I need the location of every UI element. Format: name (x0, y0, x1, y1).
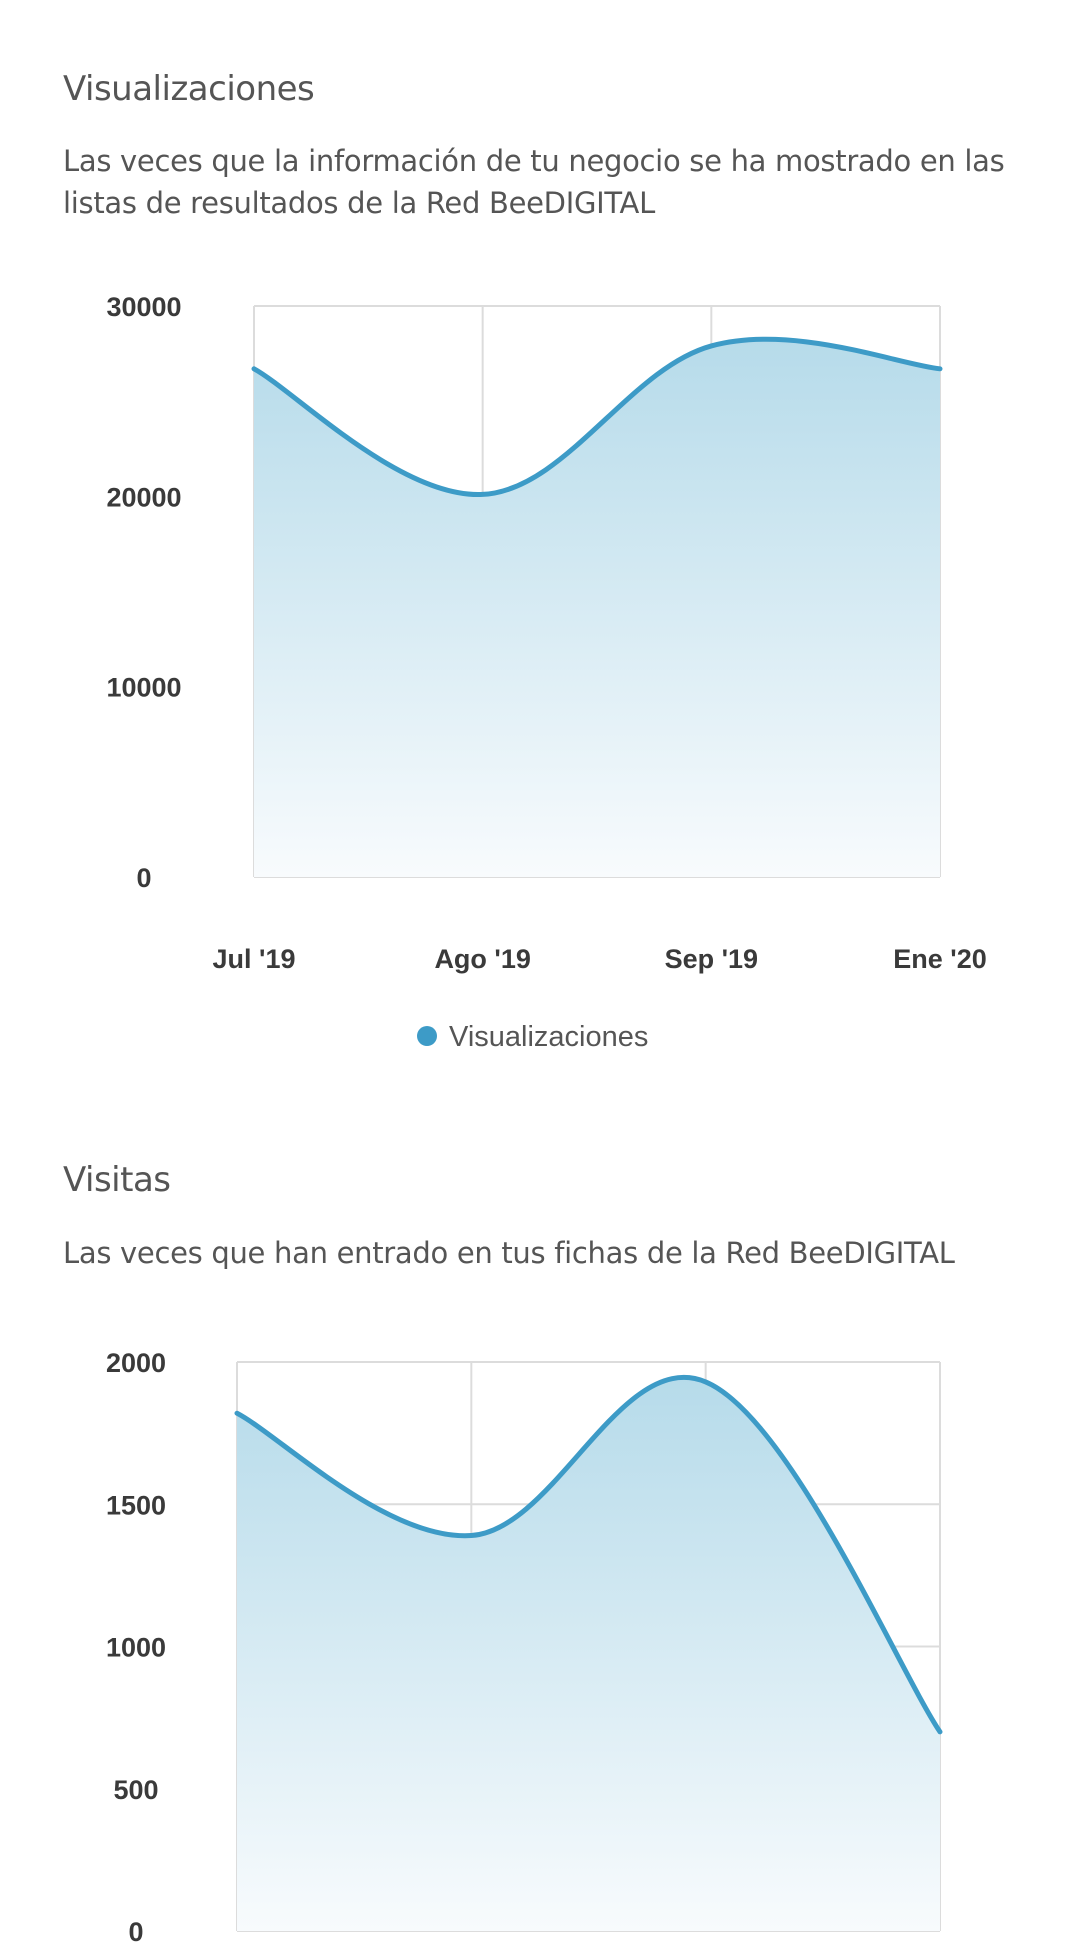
section-description-visualizaciones: Las veces que la información de tu negoc… (63, 140, 1023, 224)
y-tick-label: 1500 (106, 1490, 166, 1520)
x-tick-label: Ene '20 (893, 944, 986, 974)
visitas-chart: 0 500 1000 1500 2000 (0, 1310, 1079, 1950)
y-tick-label: 0 (128, 1917, 143, 1947)
legend-label: Visualizaciones (449, 1021, 648, 1053)
y-tick-label: 500 (113, 1775, 158, 1805)
y-tick-label: 2000 (106, 1348, 166, 1378)
legend: Visualizaciones (417, 1021, 648, 1053)
y-tick-label: 0 (136, 863, 151, 893)
y-tick-label: 10000 (106, 673, 181, 703)
section-description-visitas: Las veces que han entrado en tus fichas … (63, 1232, 1023, 1274)
x-tick-label: Sep '19 (665, 944, 758, 974)
visualizaciones-chart: 0 10000 20000 30000 Jul '19 Ago '19 Sep '19 Ene… (0, 260, 1079, 1060)
legend-marker (417, 1026, 437, 1046)
series-area (254, 339, 940, 877)
y-tick-label: 30000 (106, 292, 181, 322)
series-area (237, 1377, 940, 1931)
section-title-visitas: Visitas (63, 1160, 171, 1200)
y-tick-label: 20000 (106, 482, 181, 512)
x-tick-label: Jul '19 (213, 944, 296, 974)
section-title-visualizaciones: Visualizaciones (63, 69, 314, 109)
y-tick-label: 1000 (106, 1633, 166, 1663)
x-tick-label: Ago '19 (434, 944, 530, 974)
